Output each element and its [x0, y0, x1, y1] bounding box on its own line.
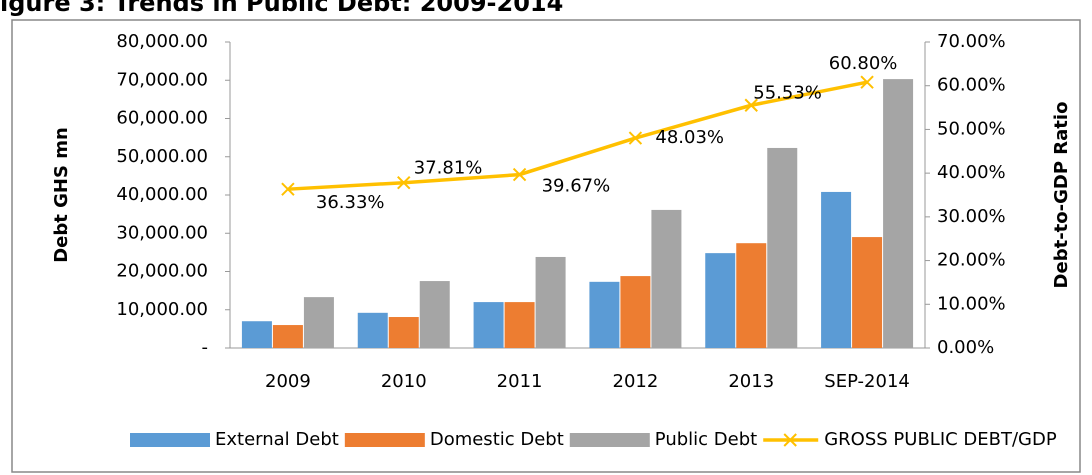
legend-label: External Debt	[215, 429, 339, 450]
x-tick-label: SEP-2014	[824, 371, 910, 392]
x-tick-label: 2011	[497, 371, 543, 392]
data-label: 36.33%	[316, 192, 385, 213]
y2-tick-label: 40.00%	[937, 162, 1006, 183]
bar	[651, 209, 682, 348]
bar	[303, 297, 334, 348]
bar	[589, 281, 620, 348]
bar	[705, 253, 736, 348]
data-label: 37.81%	[414, 158, 483, 179]
y-tick-label: 50,000.00	[116, 146, 208, 167]
bar	[473, 302, 504, 348]
line	[287, 80, 868, 191]
y-tick-label: -	[202, 337, 209, 358]
bar	[767, 147, 798, 348]
line-marker	[397, 176, 411, 190]
bar	[821, 191, 852, 348]
y-tick-label: 70,000.00	[116, 69, 208, 90]
data-label: 48.03%	[655, 127, 724, 148]
line-marker	[512, 167, 527, 182]
y-tick-label: 60,000.00	[116, 108, 208, 129]
legend-label: Domestic Debt	[430, 429, 564, 450]
y-tick-label: 40,000.00	[116, 184, 208, 205]
bar	[388, 317, 419, 348]
y2-tick-label: 50.00%	[937, 118, 1006, 139]
x-tick-label: 2012	[613, 371, 659, 392]
legend-swatch	[569, 433, 650, 447]
legend-marker	[783, 433, 797, 447]
x-tick-label: 2009	[265, 371, 311, 392]
bar	[620, 276, 651, 348]
line-marker	[744, 98, 758, 112]
chart-title: igure 3: Trends in Public Debt: 2009-201…	[0, 0, 563, 17]
y2-axis-title: Debt-to-GDP Ratio	[1051, 102, 1072, 289]
bar	[272, 325, 303, 348]
bar	[852, 237, 883, 348]
data-label: 55.53%	[753, 82, 822, 103]
bar	[736, 243, 767, 348]
data-label: 60.80%	[829, 53, 898, 74]
y2-tick-label: 60.00%	[937, 75, 1006, 96]
y2-tick-label: 30.00%	[937, 206, 1006, 227]
y-axis-title: Debt GHS mn	[51, 127, 72, 263]
bar	[504, 302, 535, 348]
line-marker	[281, 182, 295, 196]
y2-tick-label: 70.00%	[937, 31, 1006, 52]
legend-swatch	[130, 433, 210, 447]
x-tick-label: 2010	[381, 371, 427, 392]
legend-label: GROSS PUBLIC DEBT/GDP	[824, 429, 1057, 450]
y-tick-label: 30,000.00	[116, 222, 208, 243]
y2-tick-label: 20.00%	[937, 250, 1006, 271]
legend-label: Public Debt	[655, 429, 757, 450]
data-label: 39.67%	[542, 176, 611, 197]
y2-tick-label: 10.00%	[937, 293, 1006, 314]
line-marker	[860, 75, 874, 89]
y-tick-label: 20,000.00	[116, 261, 208, 282]
x-tick-label: 2013	[728, 371, 774, 392]
bar	[357, 312, 388, 348]
y-tick-label: 80,000.00	[116, 31, 208, 52]
bar	[535, 256, 566, 348]
line-marker	[628, 131, 643, 145]
bar	[241, 321, 272, 348]
bar	[883, 79, 914, 348]
y-tick-label: 10,000.00	[116, 299, 208, 320]
legend-swatch	[344, 433, 425, 447]
bar	[419, 281, 450, 348]
y2-tick-label: 0.00%	[937, 337, 994, 358]
